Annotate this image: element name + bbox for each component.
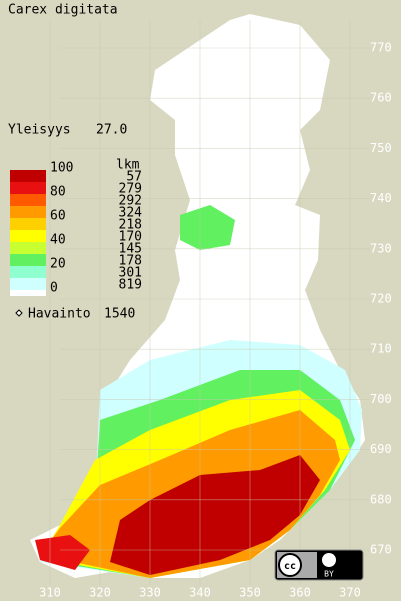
count-label: 324 [119, 206, 143, 221]
legend-swatch [10, 206, 46, 218]
zone [110, 455, 320, 575]
legend-swatch [10, 230, 46, 242]
zone [35, 535, 90, 570]
easting-label: 330 [139, 586, 161, 600]
northing-label: 750 [370, 141, 392, 155]
easting-label: 360 [289, 586, 311, 600]
zone [180, 205, 235, 250]
northing-label: 680 [370, 492, 392, 506]
legend-swatch [10, 290, 46, 296]
observations-value: 1540 [104, 307, 135, 322]
frequency-value: 27.0 [96, 123, 127, 138]
scale-label: 80 [50, 185, 66, 200]
northing-label: 760 [370, 91, 392, 105]
scale-label: 100 [50, 161, 73, 176]
legend-swatch [10, 182, 46, 194]
northing-label: 770 [370, 41, 392, 55]
count-label: 145 [119, 242, 142, 257]
frequency-label: Yleisyys [8, 123, 71, 138]
legend-swatch [10, 170, 46, 182]
license-type: BY [324, 570, 334, 579]
observations-label: Havainto [28, 307, 91, 322]
license-mark: cc [284, 561, 296, 572]
count-label: 57 [126, 170, 142, 185]
count-header: lkm [116, 158, 140, 173]
observation-symbol [15, 309, 23, 317]
legend-swatch [10, 194, 46, 206]
northing-label: 740 [370, 191, 392, 205]
count-label: 819 [119, 278, 142, 293]
count-label: 218 [119, 218, 142, 233]
scale-label: 40 [50, 233, 66, 248]
northing-label: 710 [370, 342, 392, 356]
easting-label: 370 [339, 586, 361, 600]
title: Carex digitata [8, 3, 118, 18]
scale-label: 20 [50, 257, 66, 272]
count-label: 178 [119, 254, 142, 269]
license-badge: cc BY [274, 549, 364, 581]
easting-label: 340 [189, 586, 211, 600]
count-label: 301 [119, 266, 142, 281]
map-area [30, 14, 365, 578]
northing-label: 730 [370, 241, 392, 255]
northing-label: 670 [370, 543, 392, 557]
count-label: 292 [119, 194, 142, 209]
easting-label: 320 [89, 586, 111, 600]
legend-swatch [10, 278, 46, 290]
northing-label: 690 [370, 442, 392, 456]
northing-label: 720 [370, 292, 392, 306]
grid: 770 760 750 740 730 720 710 700 690 680 670 310 320 3… [39, 20, 392, 600]
count-label: 279 [119, 182, 142, 197]
legend-swatch [10, 242, 46, 254]
easting-label: 310 [39, 586, 61, 600]
northing-label: 700 [370, 392, 392, 406]
count-label: 170 [119, 230, 142, 245]
scale-label: 0 [50, 281, 58, 296]
legend-swatch [10, 218, 46, 230]
scale-label: 60 [50, 209, 66, 224]
legend: 100 80 60 40 20 0 5727929232421817014517830181… [10, 161, 143, 296]
legend-swatch [10, 266, 46, 278]
easting-label: 350 [239, 586, 261, 600]
legend-swatch [10, 254, 46, 266]
